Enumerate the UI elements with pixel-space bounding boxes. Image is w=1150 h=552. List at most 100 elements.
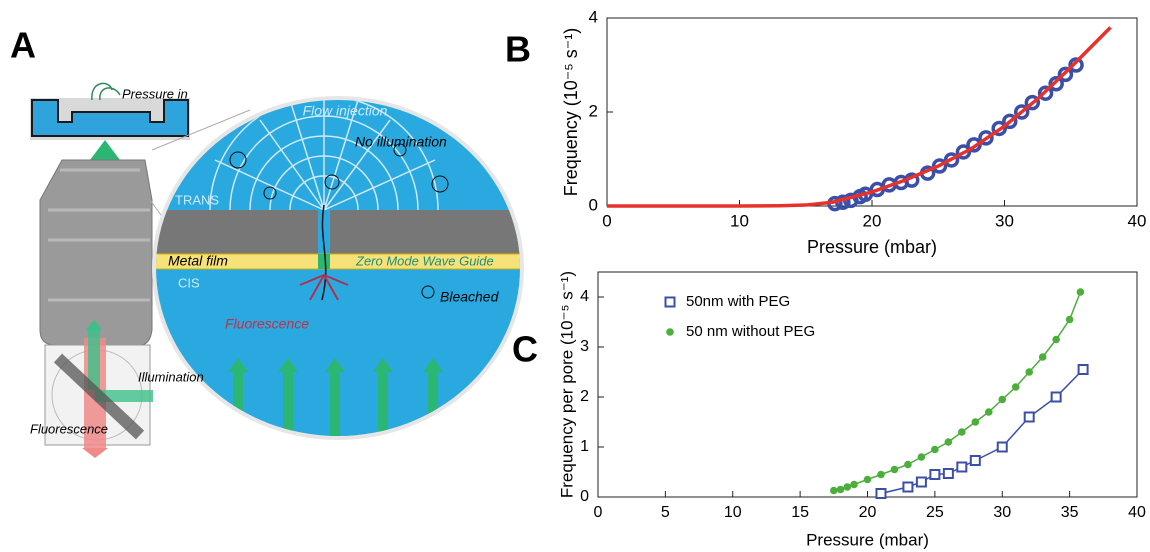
label: Bleached [440,289,500,305]
point [991,120,1007,137]
illum-arrows [228,358,443,436]
label: No illumination [355,134,447,150]
metal-film [156,253,520,270]
label: Zero Mode Wave Guide [355,253,494,268]
point [1013,104,1030,120]
membrane [156,210,520,254]
label: Illumination [138,369,204,384]
panel-letter: C [512,329,538,370]
pore [318,210,330,254]
label: CIS [178,275,200,290]
point [955,144,972,160]
zmw [318,254,330,269]
y-tick-label: 4 [589,7,598,26]
point [942,468,954,479]
point [1002,113,1018,130]
label: Fluorescence [225,316,309,332]
molecules [229,143,449,299]
point [969,455,981,466]
objective [39,159,153,346]
point [1077,364,1089,375]
zoom-line [151,109,251,151]
point [996,441,1008,453]
point [1057,66,1074,83]
point [904,460,912,469]
objective-rings [48,168,150,302]
x-tick-label: 40 [1128,211,1147,230]
point [943,152,960,168]
point [915,476,927,488]
dichroic [53,353,145,440]
excitation-beam [88,330,100,390]
plot-frame [597,271,1138,498]
point [931,445,939,454]
panel-letter: B [505,29,531,70]
plot-frame [606,17,1138,207]
point [1023,411,1035,423]
tube [91,82,121,101]
point [958,428,966,436]
point [1038,353,1047,361]
y-tick-label: 0 [580,488,589,505]
y-tick-label: 0 [589,195,598,214]
point [877,470,885,479]
point [929,469,941,480]
point [971,418,980,426]
x-tick-label: 0 [602,211,611,230]
x-tick-label: 30 [995,211,1014,230]
y-tick-label: 2 [589,101,598,120]
point [843,483,852,491]
point [956,461,968,473]
x-tick-label: 5 [661,504,670,521]
x-tick-label: 10 [730,211,749,230]
point [917,453,926,461]
point [998,395,1007,404]
point [1037,85,1054,101]
line [880,368,1084,495]
label: Fluorescence [30,421,108,436]
emission-arrow [82,448,108,458]
panel-letter: A [10,25,36,66]
legend-marker [666,328,674,336]
point [1050,391,1062,403]
legend-label: 50 nm without PEG [686,323,815,340]
x-tick-label: 40 [1128,504,1146,521]
beam [90,140,120,160]
excitation-arrow [86,320,102,330]
line [833,291,1082,492]
y-tick-label: 3 [580,338,589,355]
label: Pressure in [122,86,188,101]
legend-marker [664,296,676,308]
point [984,408,993,416]
line [607,26,1112,208]
legend-label: 50nm with PEG [686,293,790,310]
y-tick-label: 2 [580,388,589,405]
point [863,475,872,484]
point [1052,335,1060,344]
point [1068,57,1084,73]
x-tick-label: 35 [1061,504,1079,521]
point [836,485,845,494]
point [1025,368,1033,376]
point [1076,288,1085,296]
dna [321,204,327,301]
x-axis-label: Pressure (mbar) [806,530,929,549]
point [966,137,982,153]
x-tick-label: 0 [594,504,603,521]
point [1048,76,1064,92]
point [931,158,948,174]
x-tick-label: 15 [791,504,809,521]
diagram: Pressure in Flow injection No illuminati… [30,82,524,458]
point [890,465,899,474]
y-tick-label: 1 [580,438,589,455]
x-tick-label: 10 [724,504,742,521]
point [1065,315,1074,324]
x-tick-label: 30 [993,504,1011,521]
y-tick-label: 4 [580,288,589,305]
point [875,488,887,499]
point [1011,383,1020,391]
label: Metal film [168,253,228,269]
fluor-rays [299,274,349,301]
